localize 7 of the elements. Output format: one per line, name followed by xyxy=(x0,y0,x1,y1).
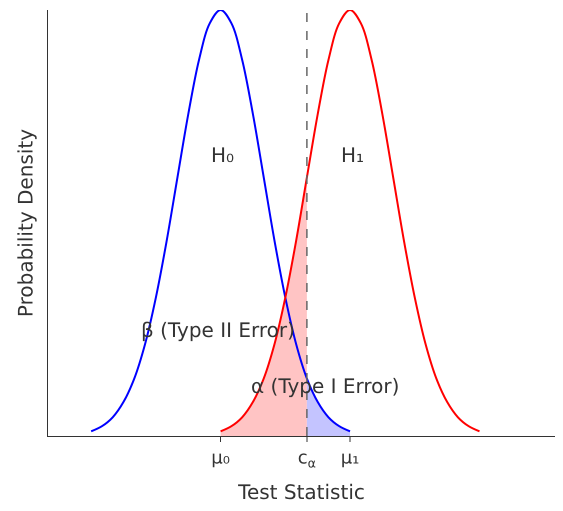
y-axis-title: Probability Density xyxy=(14,128,38,318)
x-tick-label: μ₁ xyxy=(340,448,360,469)
annotation: H₀ xyxy=(211,143,234,167)
annotation: H₁ xyxy=(341,143,364,167)
x-tick-label: c$_{α}$ xyxy=(298,448,316,470)
x-axis-title: Test Statistic xyxy=(237,480,365,504)
x-tick-label: μ₀ xyxy=(211,448,230,469)
